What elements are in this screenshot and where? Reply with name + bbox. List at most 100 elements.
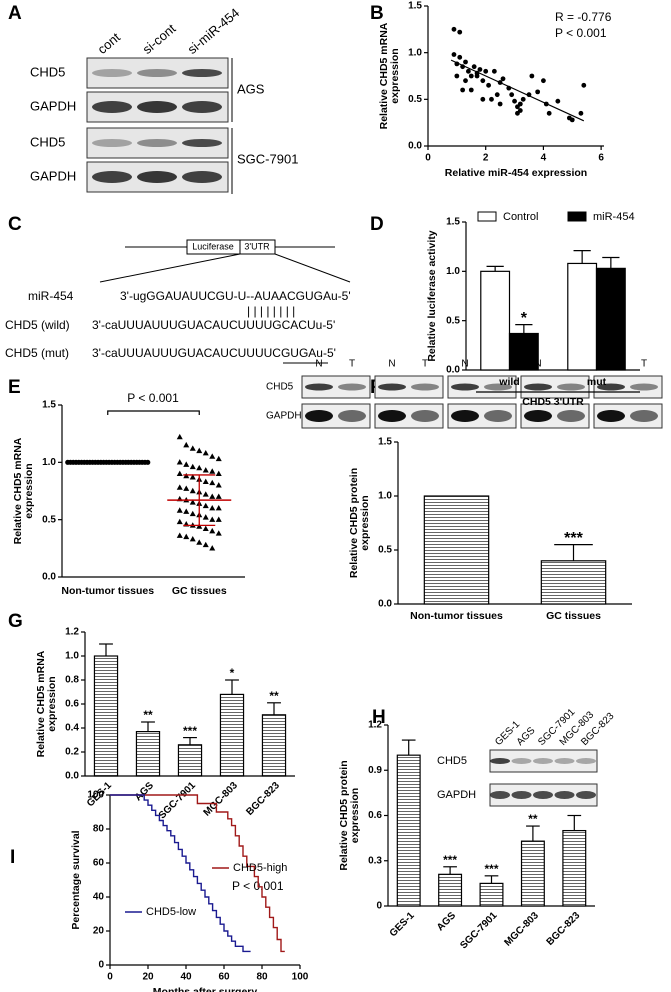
significance: *** <box>183 724 197 738</box>
point <box>480 96 486 102</box>
y-tick-label: 0.9 <box>368 765 382 776</box>
blot-band <box>490 758 510 764</box>
point <box>183 441 190 448</box>
x-axis-label: Months after surgery <box>153 986 258 992</box>
y-tick-label: 0.0 <box>65 771 79 782</box>
row-label: CHD5 (mut) <box>5 346 69 360</box>
point <box>209 527 216 534</box>
point <box>451 52 457 57</box>
point <box>176 484 183 490</box>
point <box>189 510 196 517</box>
lane-label: cont <box>94 29 123 57</box>
utr-box <box>239 239 276 255</box>
point <box>578 110 584 116</box>
bar <box>540 560 607 605</box>
point <box>541 78 546 84</box>
blot-band <box>511 758 532 764</box>
x-tick-label: GES-1 <box>388 910 417 939</box>
lane-label: T <box>422 359 428 370</box>
bar <box>479 882 504 907</box>
point <box>209 468 216 474</box>
y-axis-label: expression <box>46 676 58 731</box>
y-tick-label: 0.0 <box>446 365 460 376</box>
blot-strip <box>301 375 371 399</box>
blot-band <box>597 410 625 422</box>
point <box>176 459 183 465</box>
bar <box>93 655 119 777</box>
zoom-line <box>274 253 351 283</box>
bar <box>595 267 626 371</box>
point <box>176 433 183 440</box>
blot-row-label: CHD5 <box>30 64 65 79</box>
blot-band <box>630 383 658 391</box>
x-tick-label: MGC-803 <box>502 910 541 949</box>
diagram-c: Luciferase 3'UTR miR-454 3'-ugGGAUAUUCGU… <box>5 239 351 364</box>
point <box>215 493 222 499</box>
point <box>468 73 474 79</box>
blot-row-label: CHD5 <box>437 755 467 767</box>
blot-band <box>524 410 552 422</box>
y-tick-label: 0.0 <box>42 572 56 583</box>
point <box>483 68 489 74</box>
blot-band <box>411 410 439 422</box>
y-tick-label: 20 <box>93 926 105 937</box>
point <box>546 110 552 116</box>
x-tick-label: mut <box>587 376 607 388</box>
bar <box>135 730 161 777</box>
blot-band <box>378 410 406 422</box>
point <box>183 461 190 467</box>
y-axis-label: expression <box>349 788 361 843</box>
y-tick-label: 0.5 <box>408 94 422 105</box>
box-label: 3'UTR <box>244 241 270 251</box>
blot-band <box>92 139 132 147</box>
x-tick-label: BGC-823 <box>244 780 282 818</box>
y-tick-label: 0.6 <box>368 810 382 821</box>
bar <box>261 714 287 777</box>
point <box>215 455 222 462</box>
blot-band <box>630 410 658 422</box>
blot-band <box>137 69 177 77</box>
lane-label: N <box>388 359 395 370</box>
bar <box>508 332 539 371</box>
y-axis-label: Relative CHD5 mRNA <box>35 650 47 757</box>
point <box>176 507 183 513</box>
x-tick-label: Non-tumor tissues <box>61 585 154 597</box>
significance: * <box>521 310 528 327</box>
point <box>509 92 515 98</box>
blot-band <box>378 383 406 391</box>
point <box>145 459 151 465</box>
significance: *** <box>443 853 457 867</box>
point <box>215 482 222 488</box>
point <box>202 491 209 497</box>
point <box>474 73 480 79</box>
blot-band <box>92 69 132 77</box>
panel-letter: H <box>372 707 386 728</box>
blot-band <box>182 69 222 77</box>
blot-row-label: GAPDH <box>437 789 476 801</box>
point <box>183 508 190 514</box>
lane-label: T <box>641 359 647 370</box>
point <box>209 545 216 551</box>
lane-label: si-cont <box>139 21 178 57</box>
point <box>454 73 460 79</box>
y-tick-label: 0.8 <box>65 675 79 686</box>
survival-curve <box>110 794 285 953</box>
panel-letter: E <box>8 377 21 398</box>
y-tick-label: 0.5 <box>446 315 460 326</box>
significance: *** <box>484 862 498 876</box>
legend-swatch <box>477 211 497 222</box>
x-tick-label: 100 <box>292 972 309 983</box>
blot-band <box>338 410 366 422</box>
row-label: miR-454 <box>28 289 74 303</box>
lane-label: N <box>315 359 322 370</box>
point <box>176 532 183 538</box>
point <box>183 485 190 491</box>
point <box>500 76 506 82</box>
zoom-line <box>99 253 241 283</box>
y-tick-label: 0.5 <box>42 514 56 525</box>
blot-band <box>411 383 439 391</box>
y-axis-label: Relative CHD5 mRNA <box>378 22 390 129</box>
blot-band <box>182 171 222 183</box>
x-tick-label: 80 <box>256 972 268 983</box>
y-tick-label: 1.2 <box>65 627 79 638</box>
